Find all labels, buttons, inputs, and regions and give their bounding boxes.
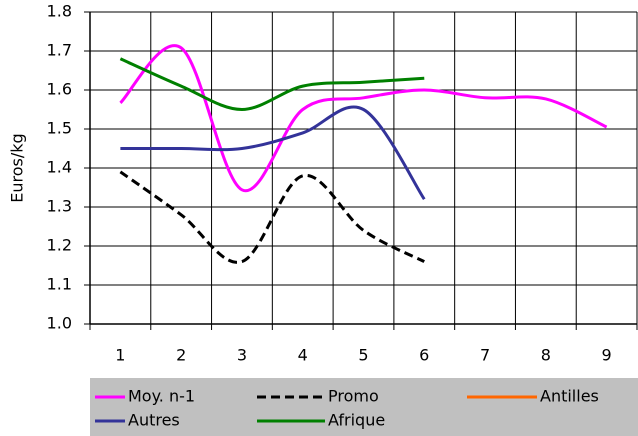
y-tick-label: 1.3	[47, 197, 72, 216]
series-line	[120, 105, 426, 201]
y-tick-label: 1.8	[47, 2, 72, 21]
x-tick-label: 8	[541, 346, 551, 365]
series-line	[119, 57, 425, 112]
series-line	[119, 170, 425, 264]
y-tick-label: 1.4	[47, 158, 72, 177]
y-tick-label: 1.5	[47, 119, 72, 138]
x-tick-label: 4	[298, 346, 308, 365]
y-tick-label: 1.0	[47, 314, 72, 333]
series-line	[119, 44, 608, 193]
y-tick-label: 1.6	[47, 80, 72, 99]
legend-label: Moy. n-1	[128, 387, 195, 406]
legend-label: Afrique	[328, 411, 385, 430]
y-tick-label: 1.1	[47, 275, 72, 294]
legend-box	[90, 378, 638, 436]
x-tick-label: 2	[176, 346, 186, 365]
x-tick-label: 7	[480, 346, 490, 365]
x-tick-label: 5	[358, 346, 368, 365]
y-tick-label: 1.7	[47, 41, 72, 60]
y-axis-label: Euros/kg	[8, 133, 27, 202]
legend-label: Promo	[328, 387, 379, 406]
y-tick-label: 1.2	[47, 236, 72, 255]
legend-label: Autres	[128, 411, 180, 430]
x-tick-label: 6	[419, 346, 429, 365]
x-tick-label: 1	[115, 346, 125, 365]
x-tick-label: 3	[237, 346, 247, 365]
x-tick-label: 9	[602, 346, 612, 365]
legend-label: Antilles	[540, 387, 599, 406]
